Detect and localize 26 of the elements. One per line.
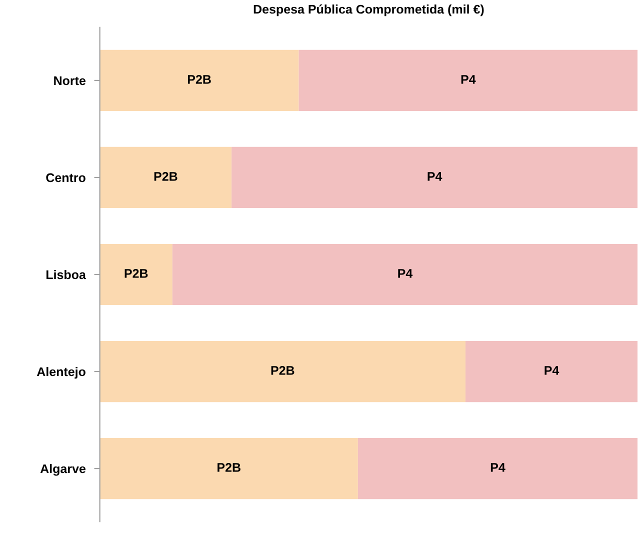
text: P4 (490, 463, 506, 472)
text: P4 (544, 366, 560, 375)
y-tick-label: Norte (54, 76, 86, 86)
bar (298, 50, 638, 112)
text: P2B (218, 463, 240, 472)
series-label: P2B (124, 269, 148, 278)
bar (100, 244, 172, 306)
y-tick-label: Alentejo (36, 366, 86, 379)
text: P4 (398, 269, 413, 278)
bar (465, 340, 638, 402)
bar (100, 50, 299, 112)
bar (172, 244, 638, 306)
bar (232, 146, 638, 208)
bar (100, 340, 466, 402)
series-label: P4 (461, 75, 476, 84)
y-tick-label: Algarve (40, 464, 86, 476)
chart-title: Despesa Pública Comprometida (mil €) (254, 4, 484, 16)
bar (100, 146, 232, 208)
y-tick-label: Centro (46, 173, 86, 182)
bar (100, 438, 358, 500)
y-tick-label: Lisboa (46, 270, 86, 280)
text: P2B (154, 172, 178, 181)
text: P4 (428, 172, 442, 181)
bar (358, 438, 638, 500)
text: P2B (271, 366, 294, 375)
text: P2B (188, 74, 211, 84)
